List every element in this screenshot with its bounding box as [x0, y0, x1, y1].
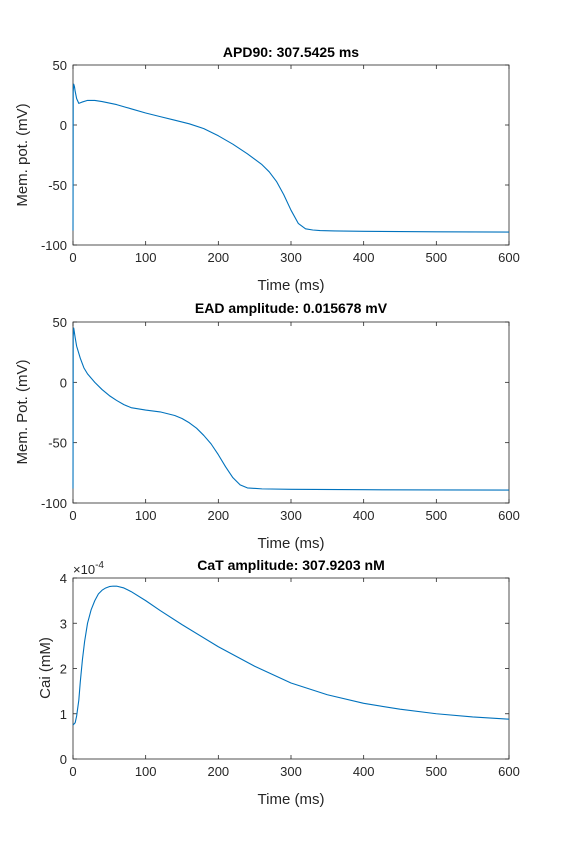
exponent-base: ×10: [73, 562, 95, 577]
y-tick-label: 0: [60, 375, 67, 390]
y-tick-label: 4: [60, 571, 67, 586]
axes-box: [72, 577, 510, 760]
x-tick-label: 300: [280, 764, 302, 779]
x-tick-label: 600: [498, 508, 520, 523]
series-line: [72, 585, 510, 726]
y-tick-label: -50: [48, 178, 67, 193]
x-tick-label: 200: [207, 250, 229, 265]
apd-chart: APD90: 307.5425 ms Time (ms) Mem. pot. (…: [14, 44, 520, 294]
y-axis-exponent: ×10-4: [73, 560, 104, 577]
y-tick-label: -100: [41, 238, 67, 253]
y-tick-label: 50: [53, 315, 67, 330]
x-tick-label: 500: [425, 250, 447, 265]
x-tick-label: 300: [280, 250, 302, 265]
x-axis-label: Time (ms): [258, 791, 325, 808]
y-axis-label: Cai (mM): [37, 637, 54, 699]
x-tick-label: 600: [498, 250, 520, 265]
y-axis-label: Mem. Pot. (mV): [14, 359, 31, 464]
axes-box: [72, 64, 510, 246]
axes-box: [72, 321, 510, 504]
plot-area: 0 100 200 300 400 500 600 0 1 2 3 4: [60, 571, 520, 779]
y-tick-label: 2: [60, 662, 67, 677]
y-tick-label: 0: [60, 118, 67, 133]
x-tick-label: 600: [498, 764, 520, 779]
x-tick-label: 500: [425, 764, 447, 779]
plot-area: 0 100 200 300 400 500 600 -100 -50 0 50: [41, 315, 520, 523]
chart-title: APD90: 307.5425 ms: [223, 44, 359, 60]
chart-title: CaT amplitude: 307.9203 nM: [197, 557, 385, 573]
y-axis-label: Mem. pot. (mV): [14, 103, 31, 206]
y-tick-label: 50: [53, 58, 67, 73]
exponent-power: -4: [95, 560, 104, 571]
chart-title: EAD amplitude: 0.015678 mV: [195, 300, 388, 316]
x-tick-label: 0: [69, 508, 76, 523]
x-tick-label: 400: [353, 764, 375, 779]
cat-chart: CaT amplitude: 307.9203 nM ×10-4 Time (m…: [37, 557, 520, 808]
x-axis-label: Time (ms): [258, 277, 325, 294]
x-tick-label: 400: [353, 508, 375, 523]
x-tick-label: 200: [207, 764, 229, 779]
x-axis-label: Time (ms): [258, 535, 325, 552]
x-tick-label: 0: [69, 250, 76, 265]
x-tick-label: 400: [353, 250, 375, 265]
y-tick-label: -100: [41, 496, 67, 511]
y-tick-label: 0: [60, 752, 67, 767]
y-tick-label: -50: [48, 436, 67, 451]
x-tick-label: 500: [425, 508, 447, 523]
x-tick-label: 200: [207, 508, 229, 523]
y-tick-label: 3: [60, 616, 67, 631]
x-tick-label: 300: [280, 508, 302, 523]
x-tick-label: 100: [135, 764, 157, 779]
x-tick-label: 100: [135, 250, 157, 265]
x-tick-label: 100: [135, 508, 157, 523]
series-line: [72, 83, 510, 233]
series-line: [72, 327, 510, 491]
plot-area: 0 100 200 300 400 500 600 -100 -50 0 50: [41, 58, 520, 265]
y-tick-label: 1: [60, 707, 67, 722]
x-tick-label: 0: [69, 764, 76, 779]
ead-chart: EAD amplitude: 0.015678 mV Time (ms) Mem…: [14, 300, 520, 552]
